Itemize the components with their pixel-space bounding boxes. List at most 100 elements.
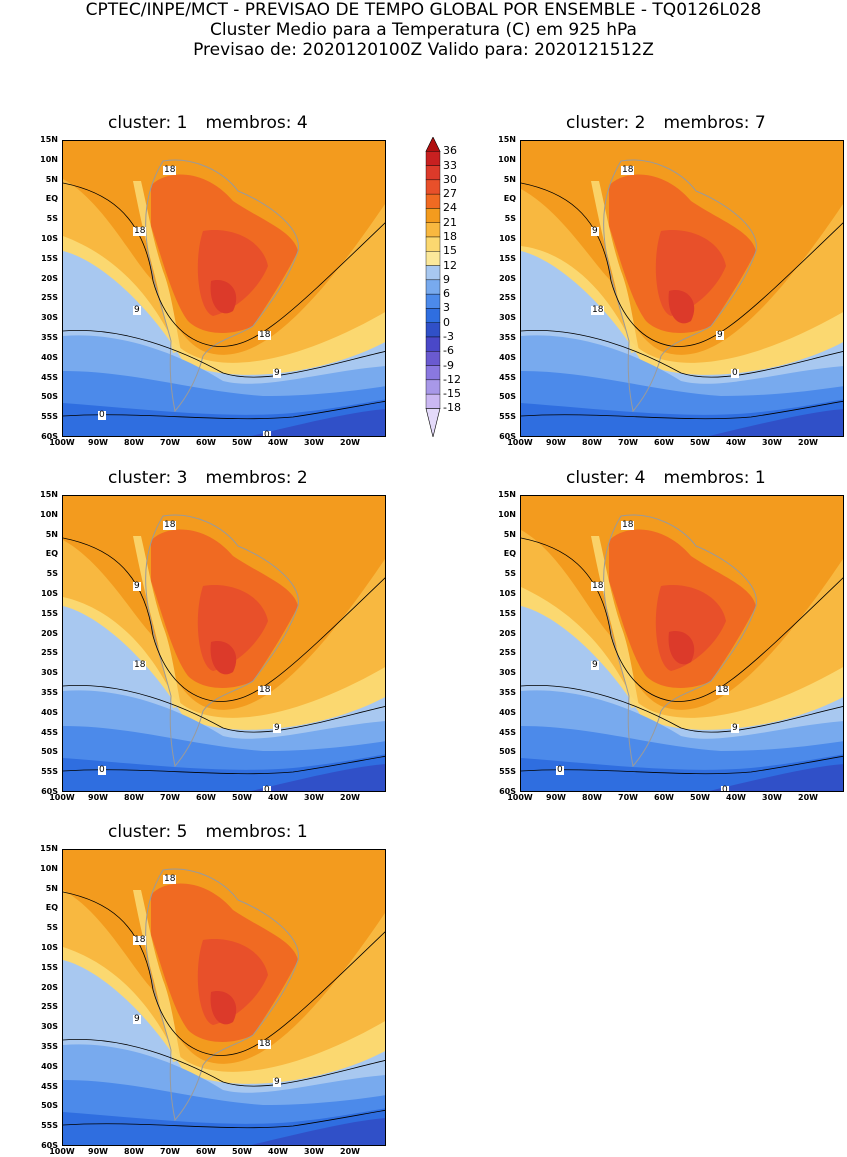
lat-tick-label: 35S xyxy=(41,333,58,342)
contour-label: 9 xyxy=(731,723,739,733)
colorbar-tick-label: 18 xyxy=(443,230,457,243)
lat-tick-label: 55S xyxy=(499,412,516,422)
lat-tick-label: 15N xyxy=(40,844,58,853)
contour-label: 18 xyxy=(133,660,147,670)
colorbar-tick-label: -18 xyxy=(443,401,461,415)
lon-tick-label: 80W xyxy=(582,793,602,802)
lat-tick-label: 45S xyxy=(499,727,516,737)
longitude-axis: 100W 90W 80W 70W 60W 50W 40W 30W 20W xyxy=(49,438,386,448)
colorbar-tick-label: 24 xyxy=(443,201,457,215)
lat-tick-label: 15S xyxy=(41,962,58,972)
lat-tick-label: EQ xyxy=(45,194,58,204)
colorbar-tick-label: -12 xyxy=(443,372,461,386)
lat-tick-label: 5N xyxy=(45,529,58,539)
lon-tick-label: 70W xyxy=(618,438,638,447)
colorbar-tick-label: 33 xyxy=(443,158,457,172)
lat-tick-label: 50S xyxy=(499,747,516,757)
lon-tick-label: 20W xyxy=(340,438,360,447)
lon-tick-label: 40W xyxy=(268,1147,288,1156)
lat-tick-label: 20S xyxy=(41,628,58,638)
lat-tick-label: 60S xyxy=(41,787,58,796)
contour-label: 0 xyxy=(721,786,729,791)
map-field xyxy=(63,141,385,436)
cluster-label: cluster: 5 xyxy=(108,822,188,842)
lat-tick-label: 30S xyxy=(499,313,516,323)
lat-tick-label: 35S xyxy=(499,333,516,342)
lat-tick-label: 50S xyxy=(41,392,58,402)
latitude-axis: 15N 10N 5N EQ 5S 10S 15S 20S 25S 30S 35S 40S 45S 50S 5… xyxy=(30,136,60,441)
colorbar-tick-label: -3 xyxy=(443,330,454,343)
lat-tick-label: 20S xyxy=(41,982,58,992)
lon-tick-label: 30W xyxy=(762,438,782,447)
lat-tick-label: EQ xyxy=(45,903,58,913)
lat-tick-label: 35S xyxy=(499,688,516,697)
contour-label: 18 xyxy=(258,1039,272,1049)
lat-tick-label: 15N xyxy=(498,490,516,499)
contour-label: 9 xyxy=(591,226,599,236)
panel-title-5: cluster: 5 membros: 1 xyxy=(108,822,326,842)
map-field xyxy=(521,141,843,436)
lon-tick-label: 60W xyxy=(654,438,674,447)
temperature-map-cluster-4: 18 18 9 18 9 0 0 xyxy=(520,495,844,792)
lon-tick-label: 90W xyxy=(88,1147,108,1156)
lat-tick-label: 60S xyxy=(41,1141,58,1150)
lon-tick-label: 80W xyxy=(124,793,144,802)
lat-tick-label: 50S xyxy=(41,747,58,757)
temperature-map-cluster-3: 18 9 18 18 9 0 0 xyxy=(62,495,386,792)
map-field xyxy=(63,496,385,791)
lat-tick-label: 40S xyxy=(41,352,58,362)
lat-tick-label: 45S xyxy=(41,1081,58,1091)
lat-tick-label: 25S xyxy=(41,648,58,658)
title-line-3: Previsao de: 2020120100Z Valido para: 20… xyxy=(193,40,654,60)
contour-label: 18 xyxy=(716,685,730,695)
lat-tick-label: 40S xyxy=(499,352,516,362)
lon-tick-label: 20W xyxy=(340,793,360,802)
lon-tick-label: 60W xyxy=(196,1147,216,1156)
lat-tick-label: 45S xyxy=(41,727,58,737)
lat-tick-label: 5S xyxy=(504,569,516,579)
lon-tick-label: 100W xyxy=(507,438,533,447)
panel-title-3: cluster: 3 membros: 2 xyxy=(108,468,326,488)
cluster-label: cluster: 1 xyxy=(108,113,188,133)
contour-label: 18 xyxy=(163,874,177,884)
cluster-label: cluster: 4 xyxy=(566,468,646,488)
contour-label: 0 xyxy=(263,786,271,791)
lat-tick-label: 10N xyxy=(498,509,516,519)
lon-tick-label: 20W xyxy=(798,793,818,802)
longitude-axis: 100W 90W 80W 70W 60W 50W 40W 30W 20W xyxy=(507,438,844,448)
contour-label: 0 xyxy=(98,765,106,775)
latitude-axis: 15N 10N 5N EQ 5S 10S 15S 20S 25S 30S 35S 40S 45S 50S 5… xyxy=(488,491,518,796)
lat-tick-label: EQ xyxy=(45,549,58,559)
title-line-1: CPTEC/INPE/MCT - PREVISAO DE TEMPO GLOBA… xyxy=(85,0,762,20)
lat-tick-label: 55S xyxy=(41,767,58,777)
contour-label: 9 xyxy=(133,1014,141,1024)
lon-tick-label: 90W xyxy=(88,438,108,447)
lon-tick-label: 80W xyxy=(124,438,144,447)
contour-label: 18 xyxy=(163,520,177,530)
members-label: membros: 1 xyxy=(205,822,308,842)
lon-tick-label: 50W xyxy=(690,438,710,447)
lat-tick-label: 45S xyxy=(499,372,516,382)
lat-tick-label: 20S xyxy=(41,273,58,283)
lon-tick-label: 40W xyxy=(726,793,746,802)
contour-label: 0 xyxy=(98,410,106,420)
contour-label: 18 xyxy=(163,165,177,175)
lat-tick-label: 55S xyxy=(499,767,516,777)
lon-tick-label: 100W xyxy=(49,438,75,447)
lon-tick-label: 70W xyxy=(160,438,180,447)
contour-label: 18 xyxy=(621,520,635,530)
lat-tick-label: 25S xyxy=(499,648,516,658)
header: CPTEC/INPE/MCT - PREVISAO DE TEMPO GLOBA… xyxy=(0,0,847,60)
lat-tick-label: 5S xyxy=(46,923,58,933)
lat-tick-label: 50S xyxy=(41,1101,58,1111)
lat-tick-label: 5S xyxy=(504,214,516,224)
lat-tick-label: 60S xyxy=(41,432,58,441)
colorbar-tick-label: 15 xyxy=(443,244,457,258)
lat-tick-label: 5N xyxy=(45,883,58,893)
members-label: membros: 2 xyxy=(205,468,308,488)
lat-tick-label: 20S xyxy=(499,628,516,638)
lat-tick-label: 20S xyxy=(499,273,516,283)
lat-tick-label: 10S xyxy=(41,943,58,952)
lon-tick-label: 90W xyxy=(88,793,108,802)
colorbar-tick-label: 12 xyxy=(443,258,457,272)
